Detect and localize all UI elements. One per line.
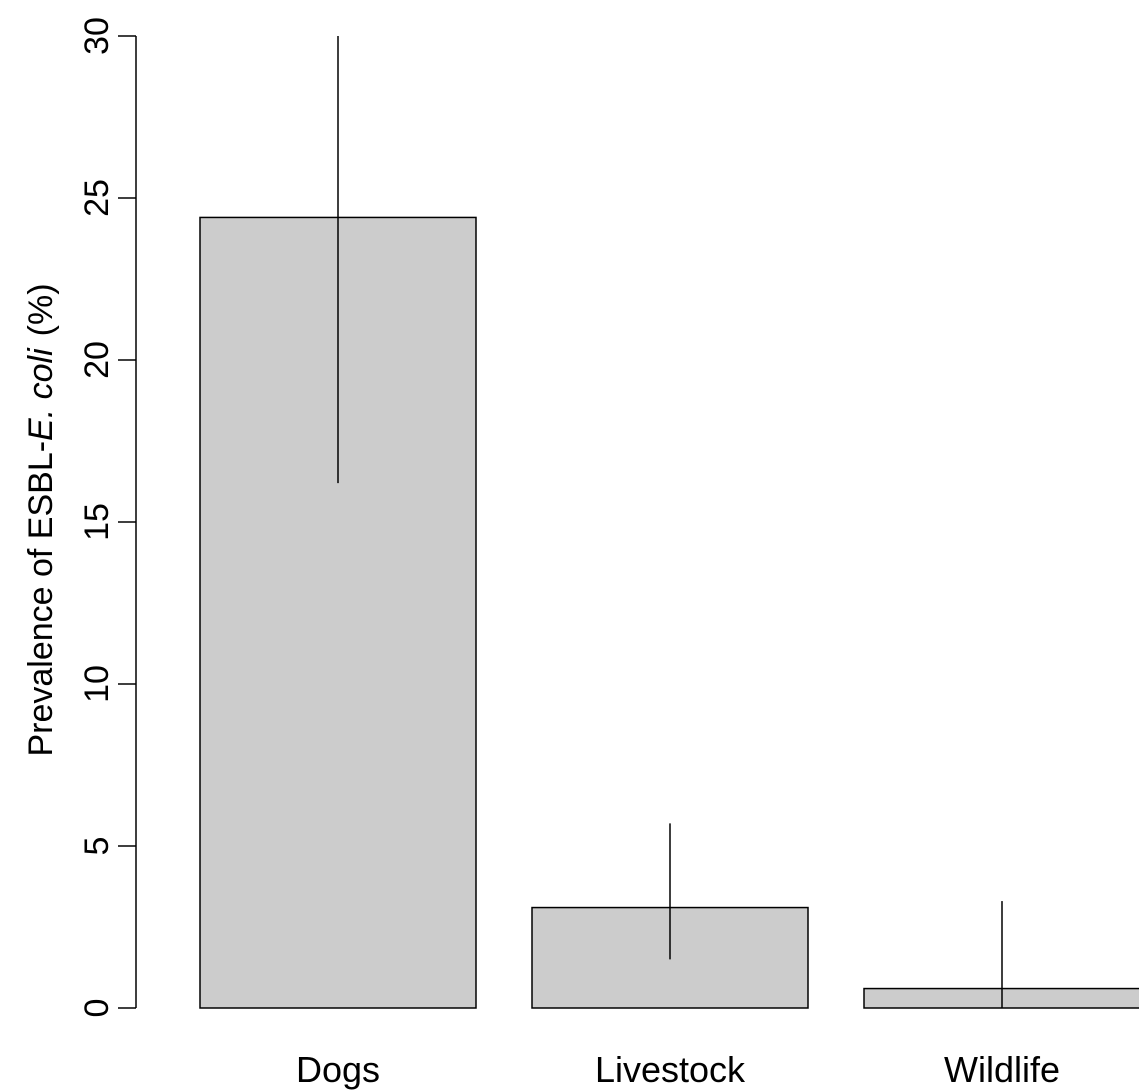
y-tick-label: 30 (78, 17, 116, 55)
y-axis-title-prefix: Prevalence of ESBL- (22, 441, 60, 757)
x-label-livestock: Livestock (595, 1049, 746, 1090)
y-axis: 0 5 10 15 20 25 30 (78, 17, 137, 1018)
y-tick-label: 10 (78, 665, 116, 703)
y-axis-title-suffix: (%) (22, 283, 60, 336)
y-tick-label: 0 (78, 999, 116, 1018)
error-bars (337, 36, 1003, 1008)
x-axis-labels: Dogs Livestock Wildlife (296, 1049, 1060, 1090)
x-label-dogs: Dogs (296, 1049, 380, 1090)
x-label-wildlife: Wildlife (944, 1049, 1060, 1090)
y-tick-label: 25 (78, 179, 116, 217)
y-axis-title: Prevalence of ESBL-E. coli (%) (22, 283, 60, 756)
y-tick-label: 5 (78, 837, 116, 856)
y-axis-title-italic: E. coli (22, 347, 60, 441)
y-tick-label: 15 (78, 503, 116, 541)
y-tick-label: 20 (78, 341, 116, 379)
